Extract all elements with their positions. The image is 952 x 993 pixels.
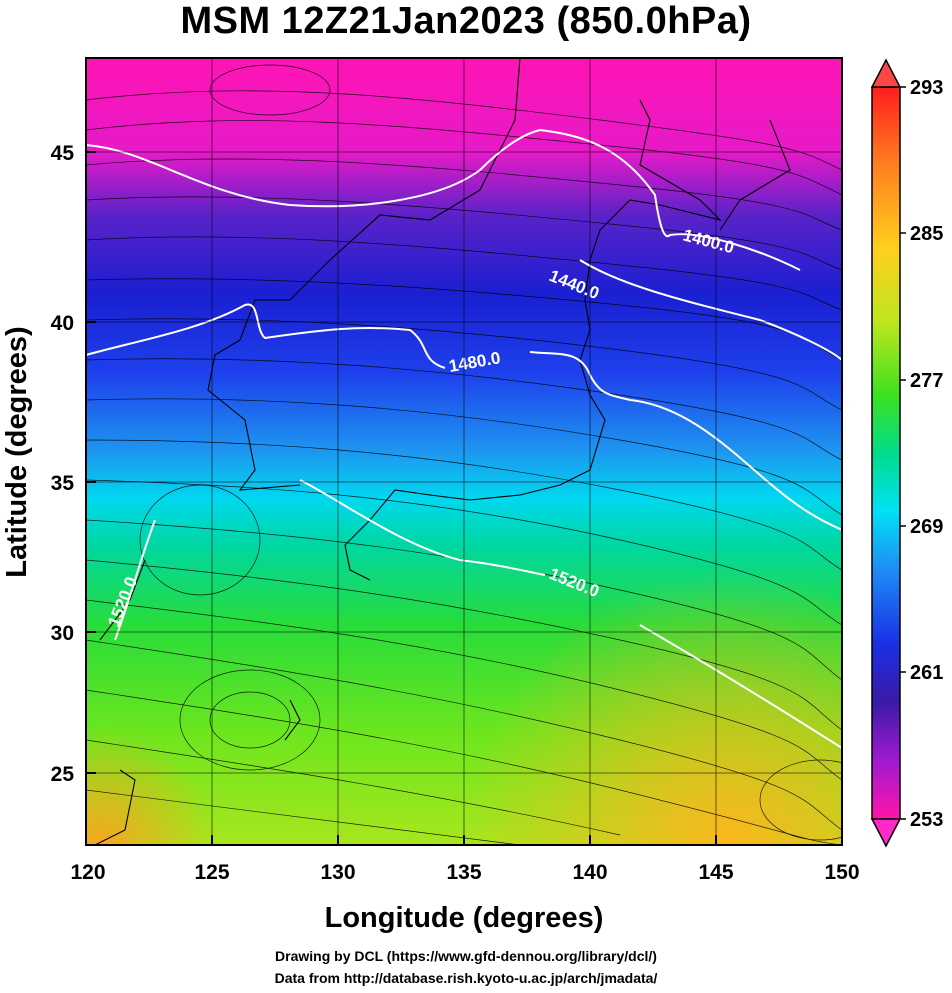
y-tick-label: 35: [51, 472, 75, 495]
axis-ticks: [85, 151, 843, 845]
y-tick-label: 40: [51, 312, 74, 335]
credit-data-source: Data from http://database.rish.kyoto-u.a…: [274, 970, 658, 986]
colorbar-tick-label: 261: [910, 662, 943, 684]
colorbar-tick-label: 269: [910, 516, 943, 538]
coastlines: [94, 58, 791, 845]
colorbar-tick-label: 293: [910, 77, 943, 99]
temperature-field: 1400.0 1440.0 1480.0 1520.0 1520.0: [86, 58, 842, 845]
y-tick-label: 25: [51, 763, 75, 786]
x-tick-label: 120: [70, 861, 105, 884]
grid-lines: [86, 58, 842, 845]
x-tick-label: 135: [446, 861, 481, 884]
y-axis-label: Latitude (degrees): [1, 326, 33, 577]
colorbar-top-arrow: [870, 58, 902, 88]
x-tick-label: 125: [194, 861, 229, 884]
y-tick-label: 30: [51, 622, 74, 645]
colorbar-tick-label: 285: [910, 223, 943, 245]
wind-streamlines: [86, 64, 842, 845]
map-title: MSM 12Z21Jan2023 (850.0hPa): [180, 0, 752, 42]
height-contours: [86, 128, 842, 749]
x-axis-label: Longitude (degrees): [325, 902, 604, 934]
colorbar: 293 285 277 269 261 253: [870, 58, 943, 848]
colorbar-tick-label: 253: [910, 809, 943, 831]
x-tick-label: 130: [320, 861, 355, 884]
y-tick-label: 45: [51, 142, 75, 165]
x-tick-label: 145: [698, 861, 733, 884]
credit-drawing: Drawing by DCL (https://www.gfd-dennou.o…: [275, 948, 657, 964]
colorbar-bottom-arrow: [870, 818, 902, 848]
x-tick-label: 150: [824, 861, 859, 884]
x-tick-label: 140: [572, 861, 607, 884]
colorbar-tick-label: 277: [910, 370, 943, 392]
